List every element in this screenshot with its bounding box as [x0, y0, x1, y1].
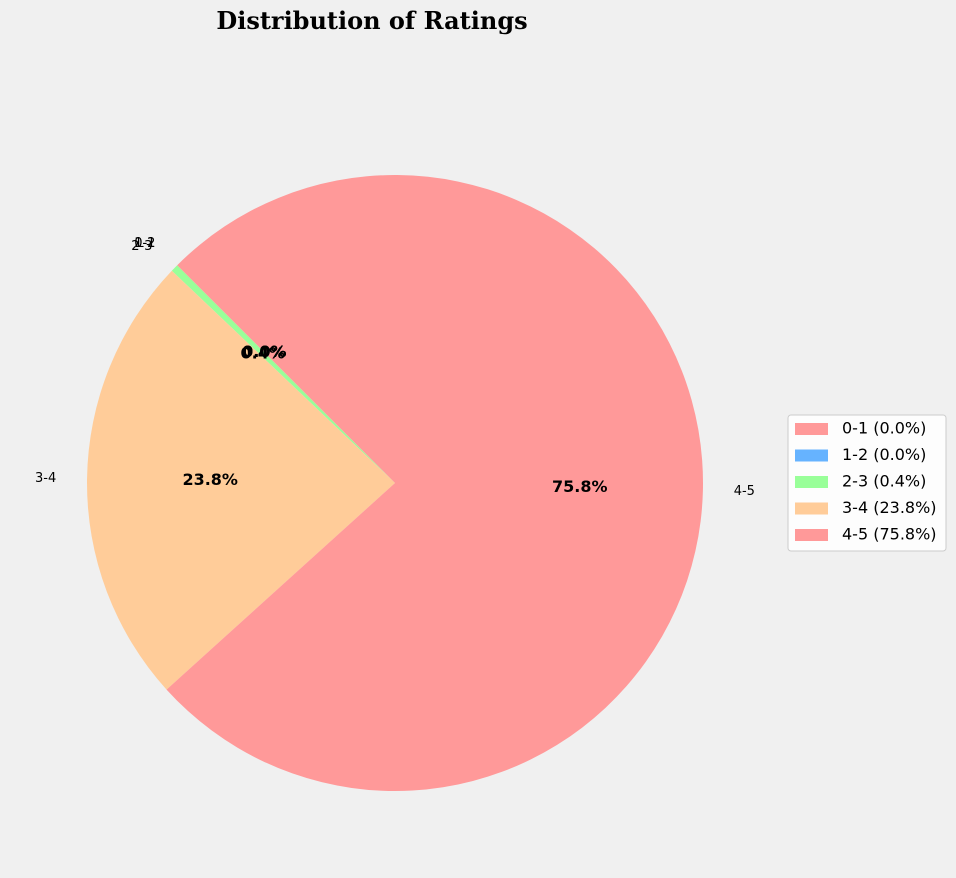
legend-swatch-2-3 — [795, 476, 828, 488]
legend-label-0-1: 0-1 (0.0%) — [842, 419, 926, 438]
legend-swatch-1-2 — [795, 449, 828, 462]
pie-slice-2-3 — [171, 265, 395, 483]
percent-label-4-5: 75.8% — [552, 477, 608, 496]
legend-items: 0-1 (0.0%) 1-2 (0.0%) 2-3 (0.4%) 3-4 (23.8%… — [795, 419, 937, 544]
legend: 0-1 (0.0%) 1-2 (0.0%) 2-3 (0.4%) 3-4 (23.8%… — [787, 414, 947, 552]
percent-labels: 0.0%0.0%0.4%23.8% 75.8% — [182, 342, 607, 496]
slice-label-2-3: 2-3 — [131, 239, 152, 254]
slice-labels: 0-11-22-3 3-4 4-5 — [35, 236, 755, 499]
percent-label-0-1: 0.0% — [242, 342, 286, 361]
pie-slice-4-5 — [166, 174, 704, 792]
percent-label-1-2: 0.0% — [242, 342, 286, 361]
pie-slices — [87, 174, 704, 792]
slice-label-0-1: 0-1 — [134, 236, 155, 251]
pie-slice-3-4 — [87, 270, 395, 690]
legend-swatch-3-4 — [795, 502, 828, 515]
slice-label-1-2: 1-2 — [134, 236, 155, 251]
legend-label-3-4: 3-4 (23.8%) — [842, 498, 937, 517]
legend-label-4-5: 4-5 (75.8%) — [842, 525, 937, 544]
percent-label-3-4: 23.8% — [182, 470, 238, 489]
percent-label-2-3: 0.4% — [241, 343, 285, 362]
slice-label-4-5: 4-5 — [734, 484, 755, 499]
slice-label-3-4: 3-4 — [35, 471, 56, 486]
legend-box — [787, 414, 947, 552]
chart-title: Distribution of Ratings — [216, 6, 527, 35]
legend-swatch-0-1 — [795, 423, 828, 435]
legend-swatch-4-5 — [795, 529, 828, 541]
legend-label-2-3: 2-3 (0.4%) — [842, 472, 926, 491]
legend-label-1-2: 1-2 (0.0%) — [842, 445, 926, 464]
